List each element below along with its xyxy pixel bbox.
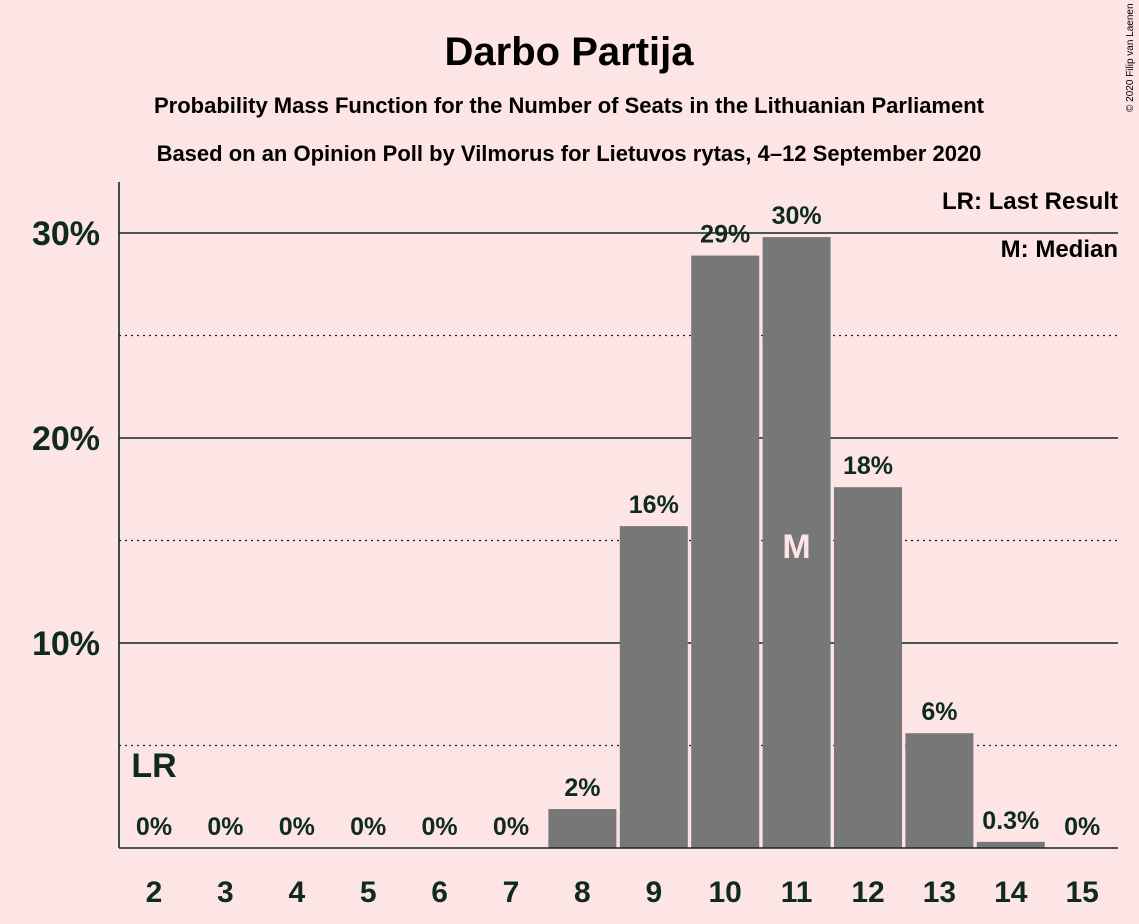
- legend-median: M: Median: [1001, 236, 1118, 263]
- y-tick-label: 10%: [32, 625, 100, 663]
- data-label: 0%: [207, 813, 243, 841]
- y-tick-label: 30%: [32, 215, 100, 253]
- bar: [548, 809, 617, 848]
- data-label: 0%: [422, 813, 458, 841]
- data-label: 0%: [1064, 813, 1100, 841]
- data-label: 16%: [629, 491, 679, 519]
- x-tick-label: 11: [781, 876, 813, 909]
- y-tick-label: 20%: [32, 420, 100, 458]
- data-label: 6%: [921, 698, 957, 726]
- x-tick-label: 12: [851, 876, 884, 909]
- axes: 10% 20% 30% 2 3 4 5 6 7 8 9 10 11 12 13 14 15: [32, 182, 1118, 909]
- data-label: 30%: [772, 202, 822, 230]
- chart-title: Darbo Partija: [445, 30, 695, 74]
- x-tick-label: 13: [923, 876, 956, 909]
- x-tick-label: 3: [217, 876, 234, 909]
- data-label: 2%: [564, 774, 600, 802]
- data-label: 0%: [279, 813, 315, 841]
- x-tick-label: 4: [288, 876, 305, 909]
- x-tick-label: 8: [574, 876, 591, 909]
- x-tick-label: 9: [645, 876, 662, 909]
- x-tick-label: 5: [360, 876, 377, 909]
- copyright-text: © 2020 Filip van Laenen: [1125, 3, 1136, 112]
- data-labels: 0% LR 0% 0% 0% 0% 0% 2% 16% 29% 30% M 18% 6% 0.3% 0%: [131, 202, 1100, 841]
- chart-subtitle-2: Based on an Opinion Poll by Vilmorus for…: [157, 141, 982, 166]
- bar: [691, 255, 760, 849]
- bar: [834, 487, 902, 848]
- gridlines: [119, 232, 1118, 747]
- chart-subtitle-1: Probability Mass Function for the Number…: [154, 93, 985, 118]
- data-label: 0.3%: [982, 807, 1039, 835]
- x-tick-label: 7: [503, 876, 520, 909]
- bar: [976, 841, 1045, 848]
- data-label: 0%: [350, 813, 386, 841]
- median-marker: M: [782, 528, 810, 566]
- data-label: 18%: [843, 452, 893, 480]
- data-label: 29%: [700, 221, 750, 249]
- x-tick-label: 6: [431, 876, 448, 909]
- data-label: 0%: [493, 813, 529, 841]
- bar: [762, 237, 831, 849]
- bars: [548, 237, 1045, 849]
- bar: [619, 526, 688, 848]
- x-tick-label: 10: [709, 876, 742, 909]
- x-tick-label: 15: [1066, 876, 1099, 909]
- bar: [905, 733, 974, 848]
- last-result-marker: LR: [131, 747, 176, 785]
- legend-last-result: LR: Last Result: [942, 188, 1118, 215]
- x-tick-label: 2: [146, 876, 163, 909]
- x-tick-label: 14: [994, 876, 1028, 909]
- data-label: 0%: [136, 813, 172, 841]
